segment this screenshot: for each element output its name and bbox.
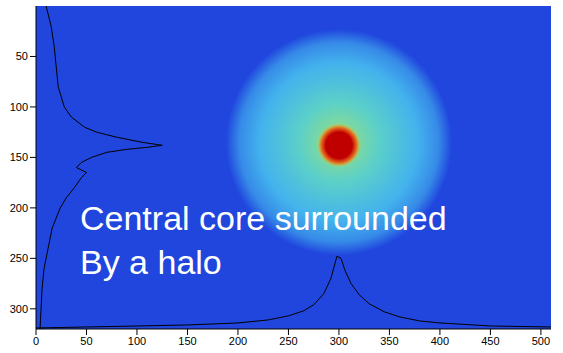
svg-text:500: 500 bbox=[532, 335, 550, 347]
html-text:By a halo: By a halo bbox=[80, 243, 222, 281]
svg-text:250: 250 bbox=[10, 252, 28, 264]
html-text:Central core surrounded: Central core surrounded bbox=[80, 199, 447, 237]
svg-text:300: 300 bbox=[330, 335, 348, 347]
svg-text:100: 100 bbox=[128, 335, 146, 347]
svg-text:0: 0 bbox=[33, 335, 39, 347]
svg-text:250: 250 bbox=[279, 335, 297, 347]
svg-text:400: 400 bbox=[431, 335, 449, 347]
svg-text:150: 150 bbox=[10, 151, 28, 163]
svg-text:150: 150 bbox=[178, 335, 196, 347]
svg-text:350: 350 bbox=[380, 335, 398, 347]
svg-text:50: 50 bbox=[80, 335, 92, 347]
svg-text:450: 450 bbox=[481, 335, 499, 347]
svg-text:50: 50 bbox=[16, 50, 28, 62]
svg-text:200: 200 bbox=[229, 335, 247, 347]
svg-text:200: 200 bbox=[10, 202, 28, 214]
svg-text:300: 300 bbox=[10, 303, 28, 315]
svg-text:100: 100 bbox=[10, 101, 28, 113]
